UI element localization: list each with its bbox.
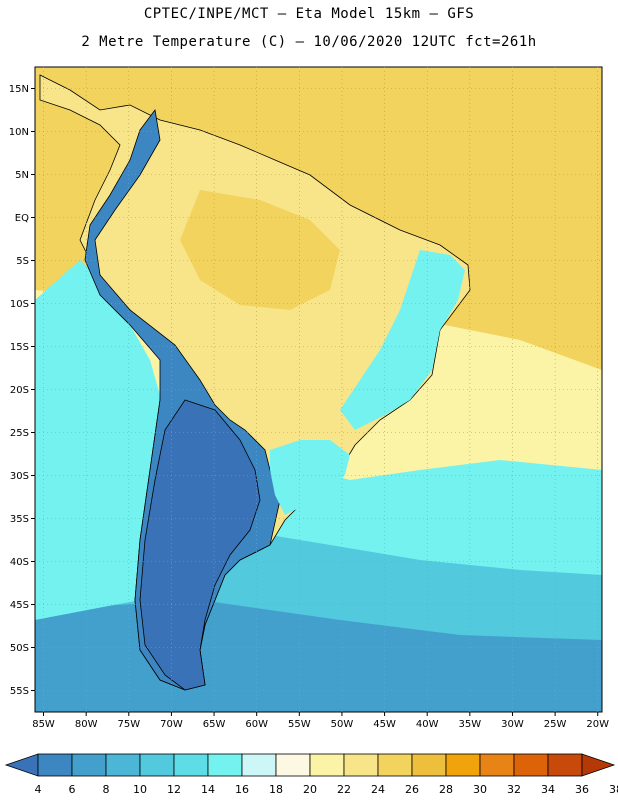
lon-label: 45W bbox=[373, 719, 396, 730]
colorbar-swatch bbox=[173, 753, 209, 777]
graticule bbox=[35, 67, 602, 712]
lon-label: 65W bbox=[203, 719, 226, 730]
colorbar-label: 10 bbox=[133, 783, 147, 796]
map-title: CPTEC/INPE/MCT – Eta Model 15km – GFS bbox=[143, 6, 475, 22]
colorbar-swatch bbox=[547, 753, 583, 777]
colorbar-swatch bbox=[139, 753, 175, 777]
lat-label: 30S bbox=[10, 471, 29, 482]
map-field bbox=[35, 67, 602, 712]
lat-label: 10S bbox=[10, 299, 29, 310]
lat-label: 5N bbox=[15, 170, 29, 181]
patagonia-cold bbox=[139, 399, 261, 691]
lat-label: 40S bbox=[10, 557, 29, 568]
ocean-west-current bbox=[35, 260, 170, 620]
lon-label: 40W bbox=[416, 719, 439, 730]
amazon-warm bbox=[180, 190, 340, 310]
colorbar-label: 16 bbox=[235, 783, 249, 796]
lon-label: 75W bbox=[117, 719, 140, 730]
colorbar-swatch bbox=[343, 753, 379, 777]
lat-label: 15S bbox=[10, 342, 29, 353]
lon-label: 80W bbox=[75, 719, 98, 730]
colorbar-swatch bbox=[411, 753, 447, 777]
lon-label: 25W bbox=[544, 719, 567, 730]
colorbar-label: 12 bbox=[167, 783, 181, 796]
lat-label: 15N bbox=[9, 84, 29, 95]
colorbar-label: 24 bbox=[371, 783, 385, 796]
lat-label: EQ bbox=[15, 213, 29, 224]
lon-label: 35W bbox=[459, 719, 482, 730]
colorbar-swatch bbox=[445, 753, 481, 777]
colorbar-label: 28 bbox=[439, 783, 453, 796]
lon-label: 20W bbox=[586, 719, 609, 730]
lon-label: 30W bbox=[501, 719, 524, 730]
colorbar-swatch bbox=[71, 753, 107, 777]
colorbar-swatch bbox=[377, 753, 413, 777]
lat-label: 50S bbox=[10, 643, 29, 654]
lat-label: 25S bbox=[10, 428, 29, 439]
south-brazil-cool bbox=[270, 440, 350, 515]
colorbar-label: 26 bbox=[405, 783, 419, 796]
colorbar-swatch bbox=[37, 753, 73, 777]
colorbar-label: 36 bbox=[575, 783, 589, 796]
longitude-axis: 85W 80W 75W 70W 65W 60W 55W 50W 45W 40W 35W 30W 25W 2… bbox=[32, 712, 609, 730]
lat-label: 5S bbox=[16, 256, 29, 267]
colorbar-swatch bbox=[275, 753, 311, 777]
lon-label: 50W bbox=[331, 719, 354, 730]
colorbar-label: 18 bbox=[269, 783, 283, 796]
colorbar-swatch bbox=[207, 753, 243, 777]
lat-label: 20S bbox=[10, 385, 29, 396]
colorbar-swatch bbox=[513, 753, 549, 777]
colorbar-label: 30 bbox=[473, 783, 487, 796]
colorbar-label: 8 bbox=[103, 783, 110, 796]
colorbar-swatch bbox=[309, 753, 345, 777]
colorbar-arrow-low bbox=[4, 753, 39, 777]
colorbar-swatch bbox=[479, 753, 515, 777]
lon-label: 70W bbox=[160, 719, 183, 730]
colorbar: 4 6 8 10 12 14 16 18 20 22 24 26 28 30 32 34 36 38 bbox=[4, 753, 618, 796]
colorbar-label: 6 bbox=[69, 783, 76, 796]
lat-label: 45S bbox=[10, 600, 29, 611]
colorbar-label: 4 bbox=[35, 783, 42, 796]
colorbar-arrow-high bbox=[581, 753, 616, 777]
brazil-coastal-cool bbox=[340, 250, 465, 430]
map-subtitle: 2 Metre Temperature (C) – 10/06/2020 12U… bbox=[81, 34, 537, 50]
colorbar-label: 32 bbox=[507, 783, 521, 796]
colorbar-label: 22 bbox=[337, 783, 351, 796]
colorbar-swatch bbox=[105, 753, 141, 777]
latitude-axis: 15N 10N 5N EQ 5S 10S 15S 20S 25S 30S 35S 40S 45S 50S 5… bbox=[9, 84, 35, 697]
lon-label: 55W bbox=[288, 719, 311, 730]
lon-label: 60W bbox=[245, 719, 268, 730]
lat-label: 35S bbox=[10, 514, 29, 525]
colorbar-label: 14 bbox=[201, 783, 215, 796]
colorbar-label: 38 bbox=[609, 783, 618, 796]
colorbar-label: 34 bbox=[541, 783, 555, 796]
colorbar-swatch bbox=[241, 753, 277, 777]
lat-label: 55S bbox=[10, 686, 29, 697]
colorbar-label: 20 bbox=[303, 783, 317, 796]
lat-label: 10N bbox=[9, 127, 29, 138]
lon-label: 85W bbox=[32, 719, 55, 730]
